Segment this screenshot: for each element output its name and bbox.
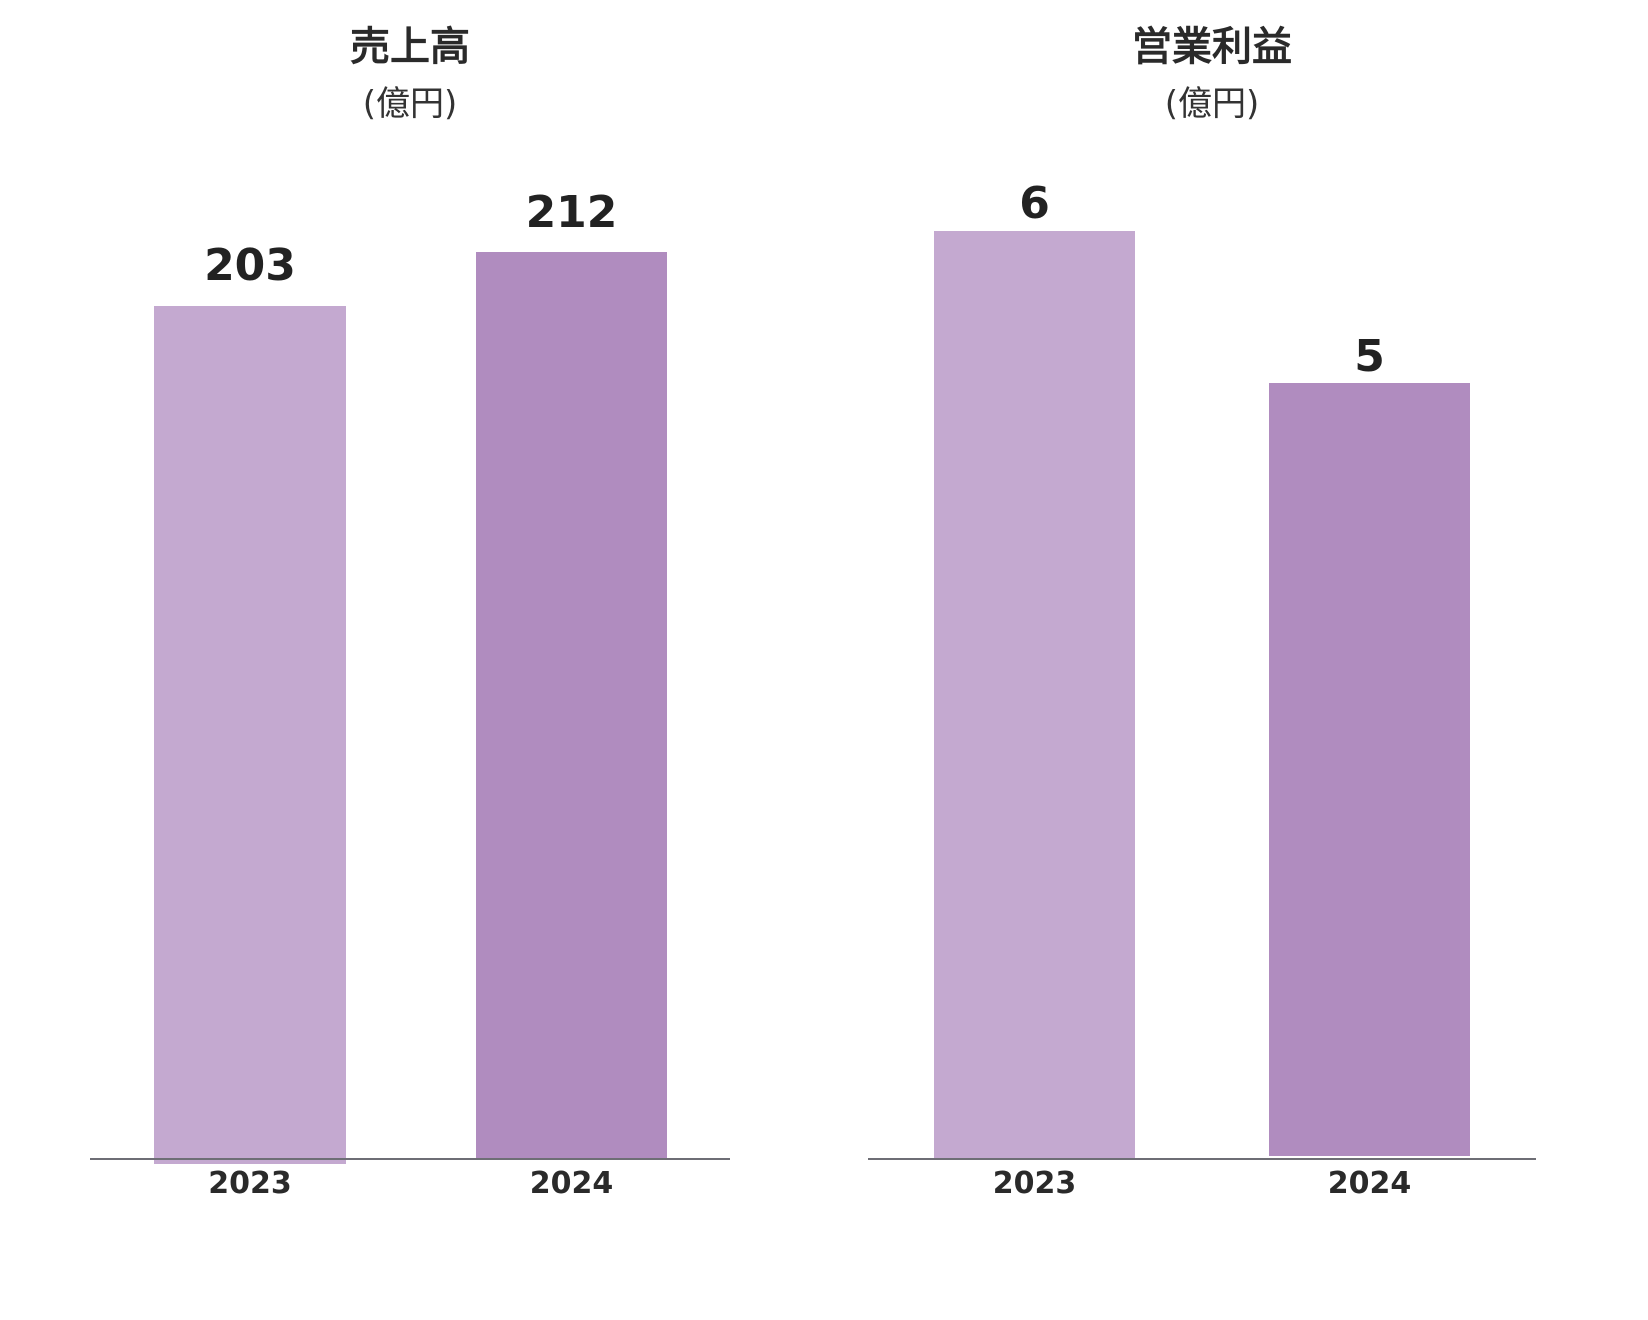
profit-chart-unit: (億円) [1164,84,1260,124]
profit-tick-2023: 2023 [992,1166,1077,1201]
profit-tick-2024: 2024 [1327,1166,1412,1201]
sales-2023-bar [154,306,346,1164]
profit-2023-value-label: 6 [1019,178,1050,229]
sales-x-axis [90,1158,730,1160]
profit-2023-bar [934,231,1135,1158]
sales-tick-2024: 2024 [529,1166,614,1201]
sales-2024-bar [476,252,667,1158]
profit-chart-title: 営業利益 [1132,24,1292,70]
sales-chart-title: 売上高 [350,24,470,70]
sales-2023-value-label: 203 [204,240,296,291]
profit-2024-value-label: 5 [1354,331,1385,382]
sales-tick-2023: 2023 [208,1166,292,1201]
sales-2024-value-label: 212 [525,187,618,238]
sales-chart-unit: (億円) [362,84,458,124]
profit-x-axis [868,1158,1536,1160]
profit-2024-bar [1269,383,1470,1156]
